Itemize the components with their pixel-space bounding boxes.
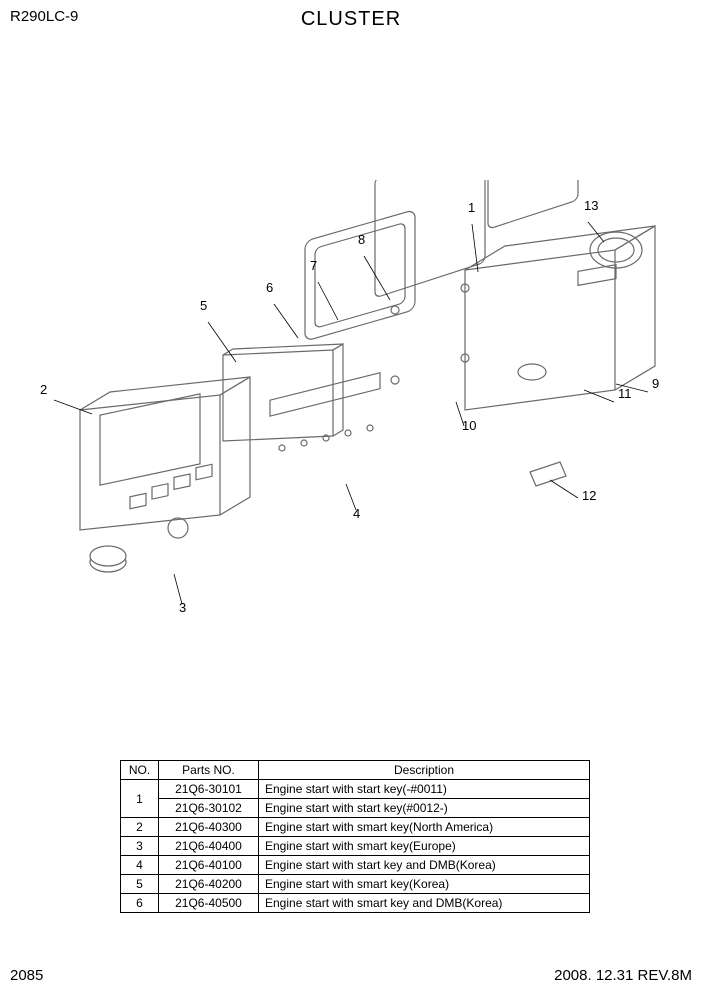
callout-9: 9 [652, 376, 659, 391]
callout-11: 11 [618, 386, 632, 401]
parts-table-wrap: NO. Parts NO. Description 121Q6-30101Eng… [120, 760, 590, 913]
cell-desc: Engine start with start key and DMB(Kore… [259, 856, 590, 875]
cell-no: 2 [121, 818, 159, 837]
callout-8: 8 [358, 232, 365, 247]
callout-13: 13 [584, 198, 598, 213]
callout-1: 1 [468, 200, 475, 215]
cell-desc: Engine start with smart key(Europe) [259, 837, 590, 856]
cell-desc: Engine start with smart key(Korea) [259, 875, 590, 894]
cell-desc: Engine start with smart key(North Americ… [259, 818, 590, 837]
table-row: 621Q6-40500Engine start with smart key a… [121, 894, 590, 913]
table-row: 321Q6-40400Engine start with smart key(E… [121, 837, 590, 856]
callout-6: 6 [266, 280, 273, 295]
cell-parts: 21Q6-40400 [159, 837, 259, 856]
table-row: 21Q6-30102Engine start with start key(#0… [121, 799, 590, 818]
table-row: 421Q6-40100Engine start with start key a… [121, 856, 590, 875]
cell-desc: Engine start with smart key and DMB(Kore… [259, 894, 590, 913]
callout-12: 12 [582, 488, 596, 503]
cell-parts: 21Q6-30101 [159, 780, 259, 799]
cell-parts: 21Q6-40500 [159, 894, 259, 913]
cell-no: 6 [121, 894, 159, 913]
callout-10: 10 [462, 418, 476, 433]
th-parts: Parts NO. [159, 761, 259, 780]
exploded-diagram: 12345678910111213 [30, 180, 670, 620]
callout-2: 2 [40, 382, 47, 397]
cell-desc: Engine start with start key(#0012-) [259, 799, 590, 818]
table-row: 221Q6-40300Engine start with smart key(N… [121, 818, 590, 837]
cell-no: 5 [121, 875, 159, 894]
cell-desc: Engine start with start key(-#0011) [259, 780, 590, 799]
parts-table: NO. Parts NO. Description 121Q6-30101Eng… [120, 760, 590, 913]
table-row: 521Q6-40200Engine start with smart key(K… [121, 875, 590, 894]
cell-parts: 21Q6-40100 [159, 856, 259, 875]
table-row: 121Q6-30101Engine start with start key(-… [121, 780, 590, 799]
page-title: CLUSTER [301, 8, 401, 31]
cell-no: 4 [121, 856, 159, 875]
cell-parts: 21Q6-30102 [159, 799, 259, 818]
model-label: R290LC-9 [10, 8, 78, 25]
th-desc: Description [259, 761, 590, 780]
cell-no: 1 [121, 780, 159, 818]
footer-page: 2085 [10, 967, 43, 984]
callout-5: 5 [200, 298, 207, 313]
callout-3: 3 [179, 600, 186, 615]
callout-4: 4 [353, 506, 360, 521]
footer-rev: 2008. 12.31 REV.8M [554, 967, 692, 984]
cell-no: 3 [121, 837, 159, 856]
cell-parts: 21Q6-40200 [159, 875, 259, 894]
callout-7: 7 [310, 258, 317, 273]
th-no: NO. [121, 761, 159, 780]
cell-parts: 21Q6-40300 [159, 818, 259, 837]
